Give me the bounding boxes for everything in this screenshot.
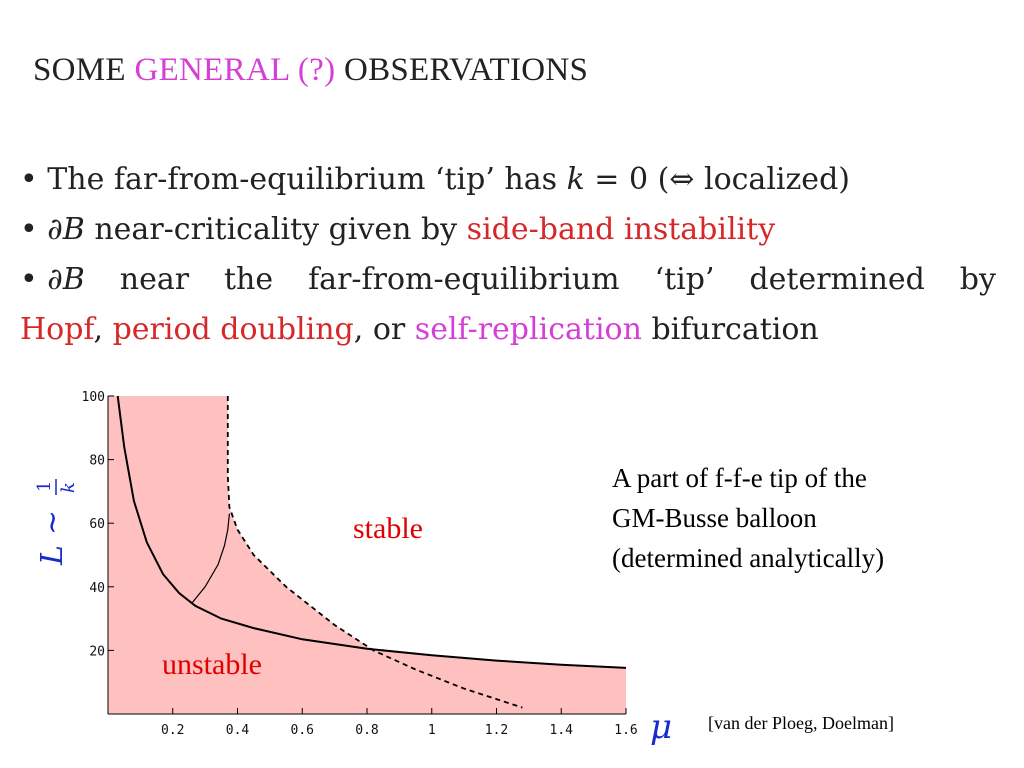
bullet-2-symbol: ∂B bbox=[47, 212, 85, 247]
y-tick-label: 40 bbox=[89, 581, 105, 596]
self-replication-text: self-replication bbox=[414, 312, 642, 347]
period-doubling-text: period doubling bbox=[112, 312, 354, 347]
bullet-3-symbol: ∂B bbox=[47, 262, 85, 297]
comma-text: , bbox=[93, 312, 104, 347]
bullet-mark: • bbox=[20, 162, 38, 197]
y-tick-label: 80 bbox=[89, 454, 105, 469]
caption-line-2: GM-Busse balloon bbox=[612, 503, 817, 533]
x-tick-label: 1.6 bbox=[614, 723, 637, 738]
title-part-some: SOME bbox=[33, 52, 126, 88]
x-tick-label: 0.8 bbox=[355, 723, 378, 738]
citation: [van der Ploeg, Doelman] bbox=[708, 713, 894, 733]
bullet-3-word: ‘tip’ bbox=[654, 262, 715, 297]
x-axis-label: μ bbox=[650, 707, 672, 747]
y-axis-label: L ∼ 1 k bbox=[34, 479, 79, 566]
x-tick-label: 0.4 bbox=[226, 723, 250, 738]
bullet-1: • The far-from-equilibrium ‘tip’ has k =… bbox=[20, 155, 1000, 205]
bullet-3-word: far-from-equilibrium bbox=[308, 262, 620, 297]
hopf-text: Hopf bbox=[20, 312, 94, 347]
caption-line-3: (determined analytically) bbox=[612, 543, 885, 573]
y-label-L: L bbox=[35, 545, 70, 566]
y-tick-label: 100 bbox=[82, 390, 105, 405]
bullet-3: • ∂B near the far-from-equilibrium ‘tip’… bbox=[20, 255, 996, 305]
x-tick-label: 1.2 bbox=[485, 723, 508, 738]
bullet-mark: • bbox=[20, 212, 38, 247]
bifurcation-text: bifurcation bbox=[651, 312, 819, 347]
bullet-2-text: near-criticality given by bbox=[94, 212, 458, 247]
axis-ticks: 0.2 0.4 0.6 0.8 1 1.2 1.4 1.6 20 40 60 80 100 bbox=[82, 390, 638, 738]
or-text: , or bbox=[353, 312, 406, 347]
bullet-1-eq: = 0 (⇔ localized) bbox=[594, 162, 850, 197]
y-label-sim: ∼ bbox=[35, 510, 70, 535]
y-label-denominator: k bbox=[58, 482, 79, 493]
bullet-3-word: determined bbox=[749, 262, 925, 297]
slide-title: SOME GENERAL (?) OBSERVATIONS bbox=[33, 52, 588, 89]
figure-caption: A part of f-f-e tip of the GM-Busse ball… bbox=[612, 458, 884, 578]
x-tick-label: 0.2 bbox=[161, 723, 184, 738]
bullet-3-word: the bbox=[224, 262, 274, 297]
stable-label: stable bbox=[353, 512, 423, 545]
boundary-curve-dashed bbox=[226, 396, 523, 709]
unstable-label: unstable bbox=[162, 648, 262, 681]
y-tick-label: 20 bbox=[89, 644, 105, 659]
bullet-3-word: near bbox=[119, 262, 190, 297]
busse-balloon-chart: 0.2 0.4 0.6 0.8 1 1.2 1.4 1.6 20 40 60 80 100 unstab… bbox=[34, 390, 672, 747]
x-tick-label: 0.6 bbox=[291, 723, 314, 738]
x-tick-label: 1 bbox=[428, 723, 436, 738]
bullet-2-highlight: side-band instability bbox=[466, 212, 776, 247]
bullet-2: • ∂B near-criticality given by side-band… bbox=[20, 205, 1000, 255]
unstable-region bbox=[108, 396, 626, 714]
bullet-list: • The far-from-equilibrium ‘tip’ has k =… bbox=[20, 155, 1000, 355]
bullet-1-text: The far-from-equilibrium ‘tip’ has bbox=[47, 162, 558, 197]
y-label-numerator: 1 bbox=[34, 481, 55, 492]
x-tick-label: 1.4 bbox=[550, 723, 574, 738]
caption-line-1: A part of f-f-e tip of the bbox=[612, 463, 867, 493]
boundary-curve-thin bbox=[191, 513, 230, 604]
boundary-curve-solid bbox=[116, 395, 627, 669]
title-part-observations: OBSERVATIONS bbox=[343, 52, 589, 88]
bullet-3-word: by bbox=[959, 262, 996, 297]
bullet-1-k: k bbox=[566, 162, 585, 197]
bullet-mark: • bbox=[20, 262, 38, 297]
title-part-general: GENERAL (?) bbox=[134, 52, 336, 88]
bullet-3-continuation: Hopf, period doubling, or self-replicati… bbox=[20, 305, 1000, 355]
y-tick-label: 60 bbox=[89, 517, 105, 532]
